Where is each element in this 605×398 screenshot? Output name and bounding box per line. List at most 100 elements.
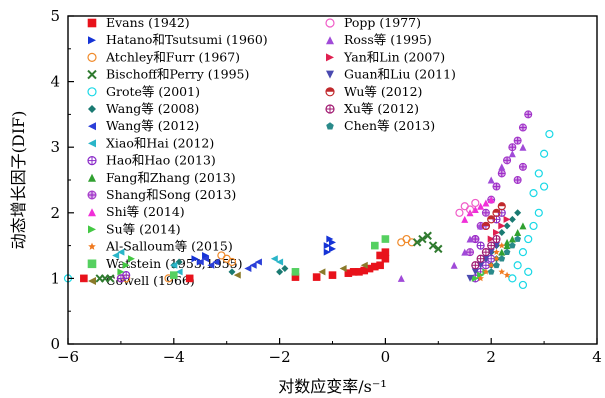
data-point [482, 199, 490, 207]
data-point [196, 258, 204, 266]
data-point [509, 242, 516, 249]
data-point [170, 271, 178, 279]
data-point [487, 261, 495, 269]
legend-entry: Shang和Song (2013) [87, 187, 236, 202]
data-point [276, 258, 284, 266]
legend-marker [325, 104, 335, 114]
data-point [212, 258, 220, 266]
legend-label: Atchley和Furr (1967) [105, 49, 240, 64]
legend-label: Yan和Lin (2007) [343, 49, 445, 64]
data-point [465, 205, 475, 214]
data-point [493, 255, 500, 262]
data-point [318, 268, 326, 276]
data-point [312, 273, 321, 281]
data-point [175, 258, 183, 266]
series-13 [477, 242, 511, 282]
legend-entry: Al-Salloum等 (2015) [88, 239, 233, 254]
axis-ticks: −6 −4 −2 0 2 4 0 1 2 3 4 5 [50, 7, 601, 366]
data-point [498, 222, 506, 230]
series-21 [471, 234, 501, 270]
legend: Evans (1942) Hatano和Tsutsumi (1960) Atchle… [87, 15, 456, 288]
legend-entry: Fang和Zhang (2013) [88, 170, 236, 185]
x-tick-label: 2 [486, 348, 496, 366]
data-point [487, 215, 496, 224]
series-15 [233, 261, 368, 279]
data-point [326, 235, 334, 243]
legend-marker [326, 70, 334, 79]
data-point [503, 238, 511, 246]
series-20 [481, 202, 506, 231]
legend-label: Chen等 (2013) [344, 118, 435, 133]
legend-entry: Xiao和Hai (2012) [88, 135, 214, 150]
data-point [376, 251, 384, 260]
data-point [175, 268, 183, 276]
data-point [122, 271, 131, 280]
legend-marker [325, 87, 335, 97]
y-tick-label: 2 [50, 204, 60, 222]
y-tick-label: 5 [50, 7, 60, 25]
y-tick-label: 0 [50, 335, 60, 353]
data-point [471, 274, 479, 282]
data-point [498, 255, 506, 262]
data-point [503, 156, 512, 165]
data-point [228, 268, 236, 276]
data-point [471, 268, 479, 276]
y-axis-title: 动态增长因子(DIF) [9, 111, 28, 250]
data-point [534, 169, 543, 178]
series-7 [112, 248, 284, 276]
data-point [291, 268, 300, 276]
data-point [281, 265, 289, 273]
data-point [492, 234, 501, 244]
data-point [127, 255, 135, 263]
data-point [323, 242, 331, 250]
series-17 [397, 143, 527, 282]
y-tick-label: 4 [50, 73, 60, 91]
legend-entry: Evans (1942) [87, 15, 190, 30]
y-tick-label: 1 [50, 269, 60, 287]
data-point [513, 136, 522, 145]
data-point [539, 182, 549, 191]
legend-label: Bischoff和Perry (1995) [106, 67, 249, 82]
legend-label: Fang和Zhang (2013) [106, 170, 236, 185]
data-point [481, 221, 491, 231]
legend-entry: Grote等 (2001) [87, 84, 200, 99]
legend-entry: Wu等 (2012) [325, 84, 422, 99]
data-point [498, 248, 506, 256]
data-point [508, 150, 516, 158]
data-point [249, 261, 257, 269]
legend-entry: Atchley和Furr (1967) [87, 49, 240, 64]
legend-label: Wang等 (2008) [106, 101, 199, 116]
data-point [492, 208, 501, 217]
data-point [518, 280, 528, 290]
legend-entry: Xu等 (2012) [325, 101, 419, 116]
legend-label: Ross等 (1995) [344, 32, 432, 47]
legend-label: Grote等 (2001) [106, 84, 200, 99]
series-22 [487, 235, 521, 275]
data-point [503, 271, 511, 278]
data-point [471, 235, 480, 244]
legend-label: Hatano和Tsutsumi (1960) [106, 32, 268, 47]
data-point [481, 208, 490, 217]
legend-entry: Popp (1977) [325, 15, 421, 30]
data-point [493, 248, 500, 255]
data-marks [63, 110, 554, 290]
data-point [514, 209, 522, 217]
data-point [270, 255, 278, 263]
legend-entry: Su等 (2014) [88, 221, 181, 236]
legend-marker [325, 18, 335, 28]
data-point [450, 261, 458, 269]
data-point [518, 162, 527, 171]
data-point [498, 242, 506, 249]
data-point [423, 231, 432, 240]
data-point [471, 261, 480, 270]
data-point [513, 176, 522, 184]
legend-label: Xiao和Hai (2012) [106, 135, 214, 150]
data-point [106, 274, 115, 283]
legend-marker [88, 225, 96, 234]
data-point [254, 258, 262, 266]
data-point [371, 241, 379, 250]
data-point [497, 169, 506, 178]
legend-entry: Wang等 (2008) [88, 101, 199, 116]
x-tick-label: −4 [163, 348, 185, 366]
data-point [207, 261, 215, 269]
